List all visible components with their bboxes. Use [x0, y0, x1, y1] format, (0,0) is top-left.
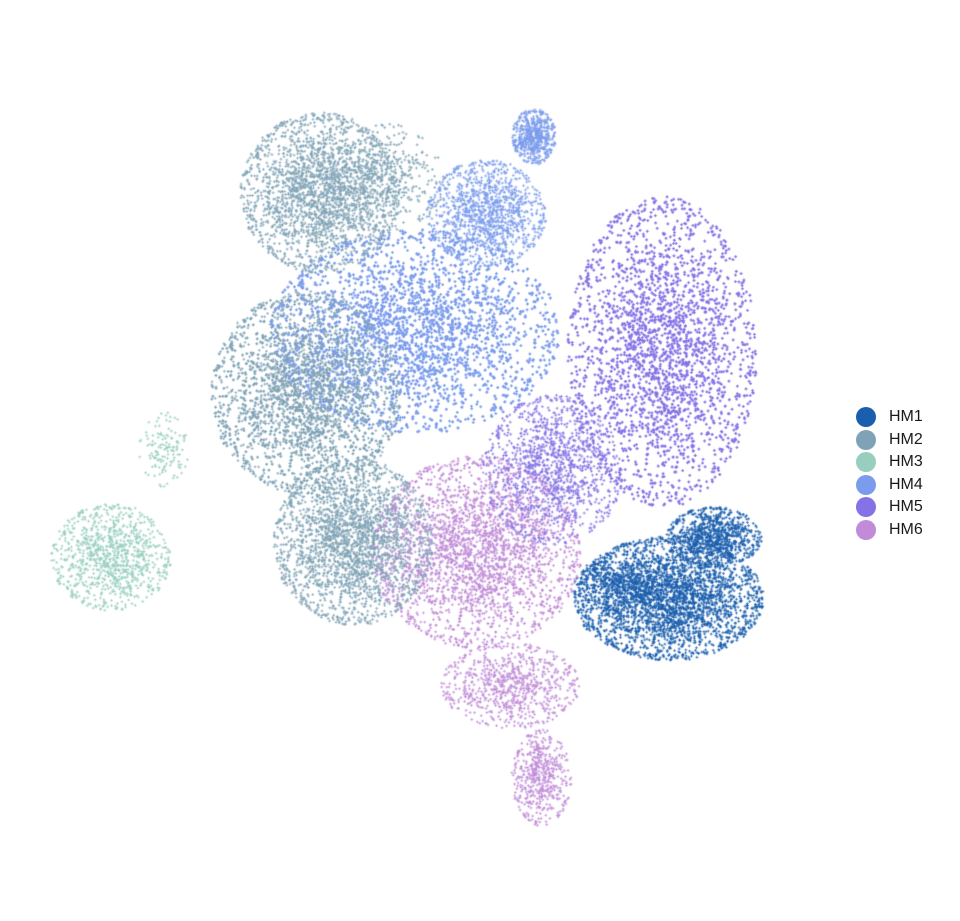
legend-item-hm3: HM3	[856, 451, 923, 474]
scatter-points-canvas	[0, 0, 820, 921]
legend-item-hm6: HM6	[856, 519, 923, 542]
legend-swatch	[856, 474, 876, 495]
legend-item-hm4: HM4	[856, 474, 923, 497]
legend: HM1 HM2 HM3 HM4 HM5 HM6	[856, 406, 923, 541]
legend-label: HM6	[889, 520, 923, 538]
legend-item-hm2: HM2	[856, 429, 923, 452]
legend-swatch	[856, 519, 876, 540]
legend-swatch	[856, 497, 876, 518]
legend-label: HM3	[889, 453, 923, 471]
legend-item-hm5: HM5	[856, 496, 923, 519]
legend-label: HM5	[889, 498, 923, 516]
legend-swatch	[856, 452, 876, 473]
legend-swatch	[856, 429, 876, 450]
legend-item-hm1: HM1	[856, 406, 923, 429]
legend-label: HM4	[889, 475, 923, 493]
legend-label: HM2	[889, 430, 923, 448]
legend-swatch	[856, 407, 876, 428]
legend-label: HM1	[889, 408, 923, 426]
